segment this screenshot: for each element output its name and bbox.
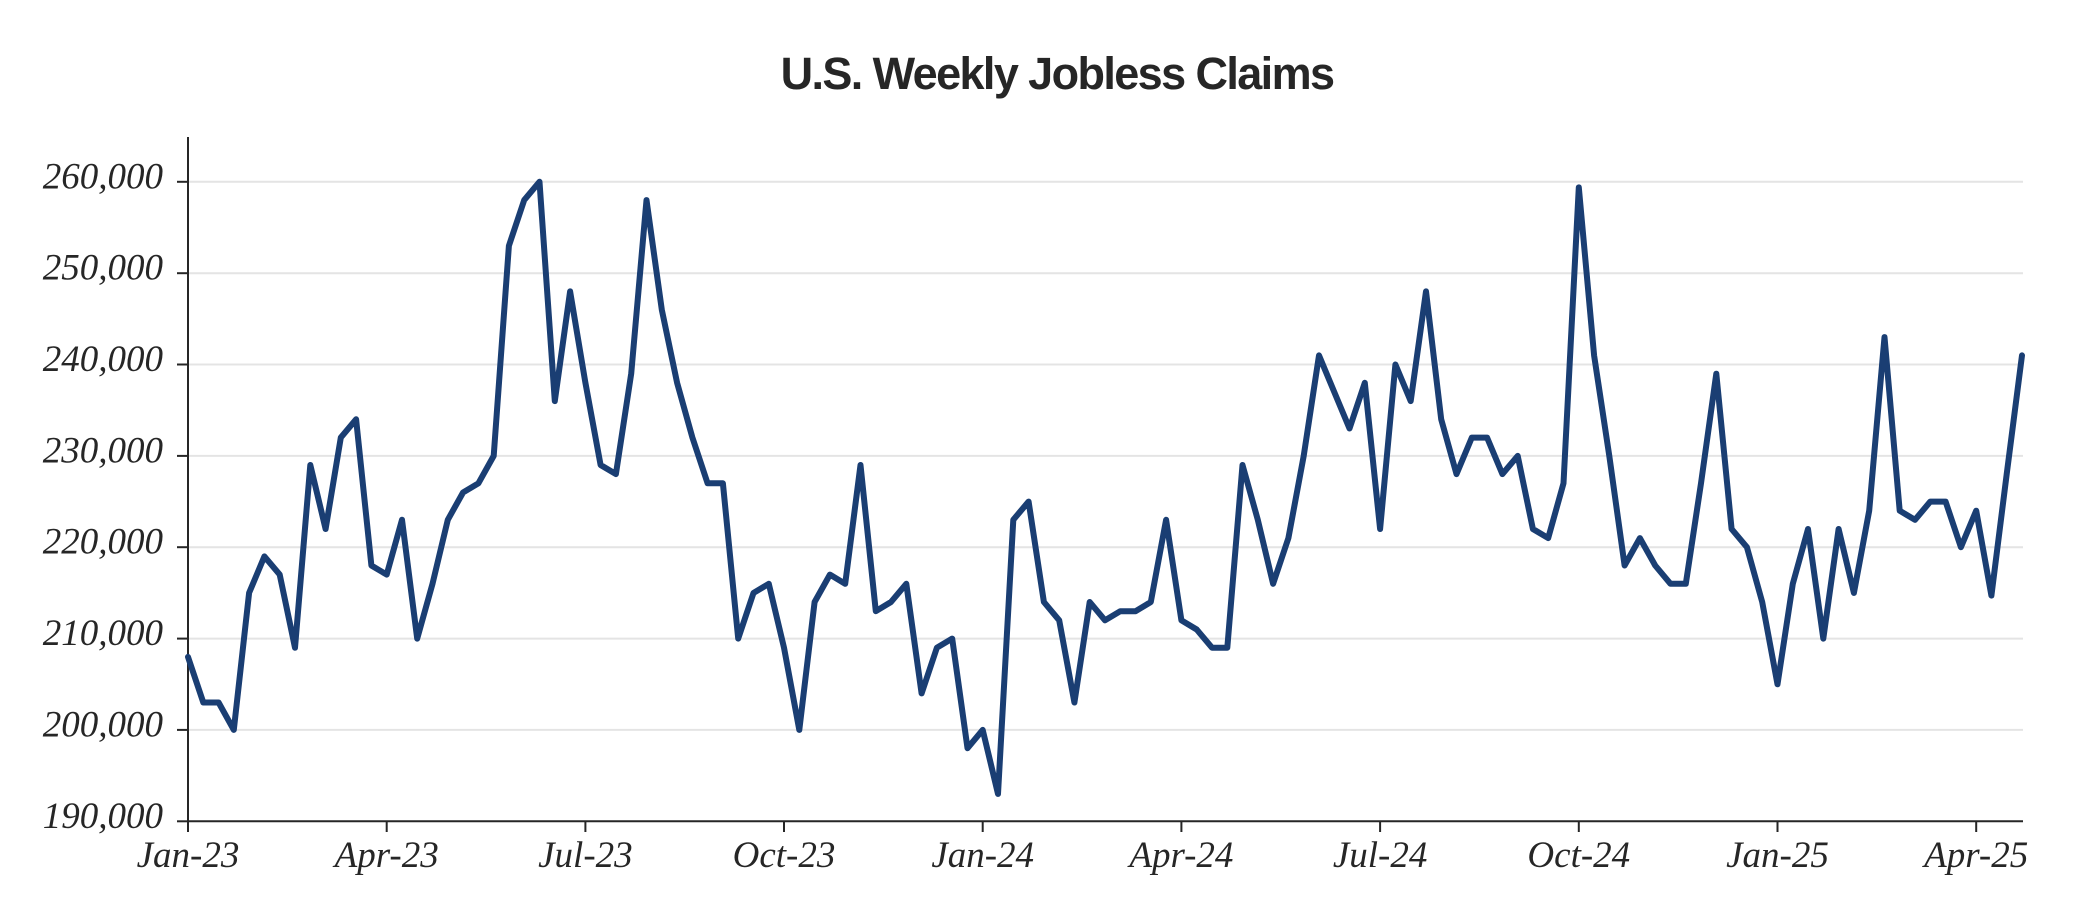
svg-text:Oct-23: Oct-23 (733, 835, 836, 876)
svg-text:Jan-24: Jan-24 (931, 835, 1034, 876)
svg-text:Jul-24: Jul-24 (1333, 835, 1428, 876)
svg-text:Jul-23: Jul-23 (538, 835, 633, 876)
svg-text:200,000: 200,000 (43, 704, 164, 745)
svg-text:240,000: 240,000 (43, 339, 164, 380)
svg-text:190,000: 190,000 (43, 796, 164, 837)
svg-text:210,000: 210,000 (43, 613, 164, 654)
svg-text:Apr-23: Apr-23 (332, 835, 439, 876)
svg-text:230,000: 230,000 (43, 430, 164, 471)
svg-text:250,000: 250,000 (43, 248, 164, 289)
svg-text:Apr-25: Apr-25 (1921, 835, 2028, 876)
svg-text:Apr-24: Apr-24 (1126, 835, 1233, 876)
svg-text:U.S. Weekly Jobless Claims: U.S. Weekly Jobless Claims (781, 48, 1334, 99)
svg-text:Oct-24: Oct-24 (1527, 835, 1630, 876)
svg-text:260,000: 260,000 (43, 156, 164, 197)
svg-text:Jan-25: Jan-25 (1726, 835, 1829, 876)
svg-text:220,000: 220,000 (43, 522, 164, 563)
svg-text:Jan-23: Jan-23 (137, 835, 240, 876)
